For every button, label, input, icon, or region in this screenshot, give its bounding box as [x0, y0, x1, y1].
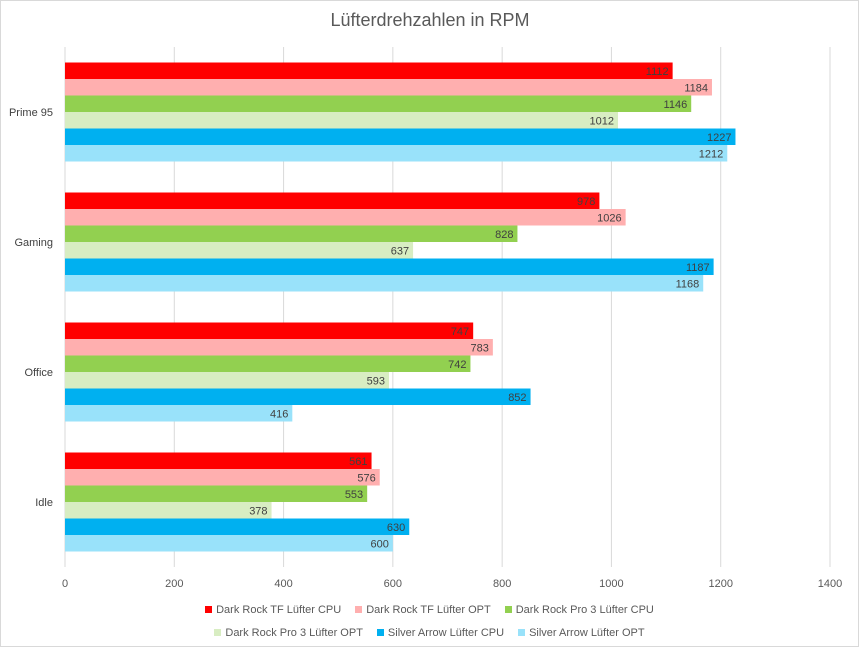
legend-swatch	[355, 606, 363, 613]
legend-label: Dark Rock Pro 3 Lüfter CPU	[515, 603, 654, 616]
data-label: 630	[387, 522, 405, 534]
data-label: 747	[451, 326, 469, 338]
bar	[65, 535, 393, 552]
category-label: Gaming	[14, 237, 53, 249]
data-label: 378	[249, 505, 267, 517]
x-tick-label: 600	[384, 578, 402, 590]
bar	[65, 372, 390, 389]
data-label: 1184	[684, 82, 708, 94]
data-label: 1187	[686, 262, 710, 274]
legend-item: Dark Rock Pro 3 Lüfter CPU	[504, 603, 654, 616]
data-label: 637	[391, 245, 409, 257]
data-label: 561	[349, 456, 367, 468]
bar	[65, 485, 368, 502]
bar	[65, 225, 518, 242]
bar	[65, 469, 380, 486]
x-tick-label: 1200	[708, 578, 732, 590]
bar	[65, 518, 410, 535]
bar	[65, 258, 714, 275]
legend-swatch	[205, 606, 213, 613]
chart-title: Lüfterdrehzahlen in RPM	[330, 10, 529, 30]
x-axis-ticks: 0 200 400 600 800 1000 1200 1400	[62, 578, 842, 590]
legend-item: Silver Arrow Lüfter CPU	[376, 626, 505, 639]
data-label: 593	[367, 375, 385, 387]
legend-item: Dark Rock Pro 3 Lüfter OPT	[214, 627, 363, 639]
category-label: Prime 95	[9, 107, 53, 119]
x-tick-label: 0	[62, 578, 68, 590]
data-label: 1168	[676, 278, 700, 290]
legend-label: Dark Rock Pro 3 Lüfter OPT	[225, 626, 363, 639]
bar	[65, 242, 414, 259]
category-label: Office	[24, 367, 53, 379]
legend-label: Dark Rock TF Lüfter CPU	[216, 603, 342, 616]
legend-swatch	[214, 629, 222, 636]
bar	[65, 192, 600, 209]
bar	[65, 452, 372, 469]
bar	[65, 502, 272, 519]
legend-swatch	[504, 606, 512, 613]
data-label: 828	[495, 229, 513, 241]
bar	[65, 62, 673, 79]
data-label: 1212	[699, 148, 723, 160]
x-tick-label: 400	[274, 578, 292, 590]
data-label: 1026	[597, 212, 621, 224]
data-label: 553	[345, 489, 363, 501]
legend-row: Dark Rock Pro 3 Lüfter OPT Silver Arrow L…	[0, 621, 859, 644]
category-labels: Prime 95 Gaming Office Idle	[9, 107, 53, 509]
bar	[65, 388, 531, 405]
x-tick-label: 800	[493, 578, 511, 590]
data-label: 1112	[646, 66, 669, 78]
data-label: 1146	[664, 99, 688, 111]
data-label: 1227	[707, 132, 731, 144]
legend-swatch	[376, 629, 384, 636]
legend-swatch	[518, 629, 526, 636]
data-label: 576	[357, 472, 375, 484]
bar	[65, 355, 471, 372]
bar	[65, 112, 618, 129]
bars	[65, 62, 736, 552]
data-label: 978	[577, 196, 595, 208]
legend-label: Silver Arrow Lüfter OPT	[529, 626, 645, 639]
data-label: 852	[508, 392, 526, 404]
bar	[65, 322, 474, 339]
x-tick-label: 200	[165, 578, 183, 590]
bar	[65, 275, 704, 292]
bar	[65, 128, 736, 145]
data-label: 416	[270, 408, 288, 420]
legend-row: Dark Rock TF Lüfter CPU Dark Rock TF Lüft…	[0, 598, 859, 621]
legend-label: Dark Rock TF Lüfter OPT	[366, 603, 491, 616]
x-tick-label: 1000	[599, 578, 623, 590]
category-label: Idle	[35, 497, 53, 509]
bar-chart: Lüfterdrehzahlen in RPM 1112 1184 1146 1012…	[9, 10, 842, 590]
bar	[65, 145, 728, 162]
bar	[65, 339, 493, 356]
data-label: 600	[370, 538, 388, 550]
data-label: 783	[470, 342, 488, 354]
bar	[65, 405, 293, 422]
bar	[65, 209, 626, 226]
data-label: 742	[448, 359, 466, 371]
legend-label: Silver Arrow Lüfter CPU	[387, 626, 505, 639]
data-label: 1012	[590, 115, 614, 127]
legend-item: Dark Rock TF Lüfter CPU	[205, 604, 341, 616]
x-tick-label: 1400	[818, 578, 842, 590]
legend-item: Silver Arrow Lüfter OPT	[518, 627, 645, 639]
legend-item: Dark Rock TF Lüfter OPT	[355, 604, 491, 616]
bar	[65, 95, 692, 112]
legend: Dark Rock TF Lüfter CPU Dark Rock TF Lüft…	[0, 598, 859, 644]
bar	[65, 79, 712, 96]
